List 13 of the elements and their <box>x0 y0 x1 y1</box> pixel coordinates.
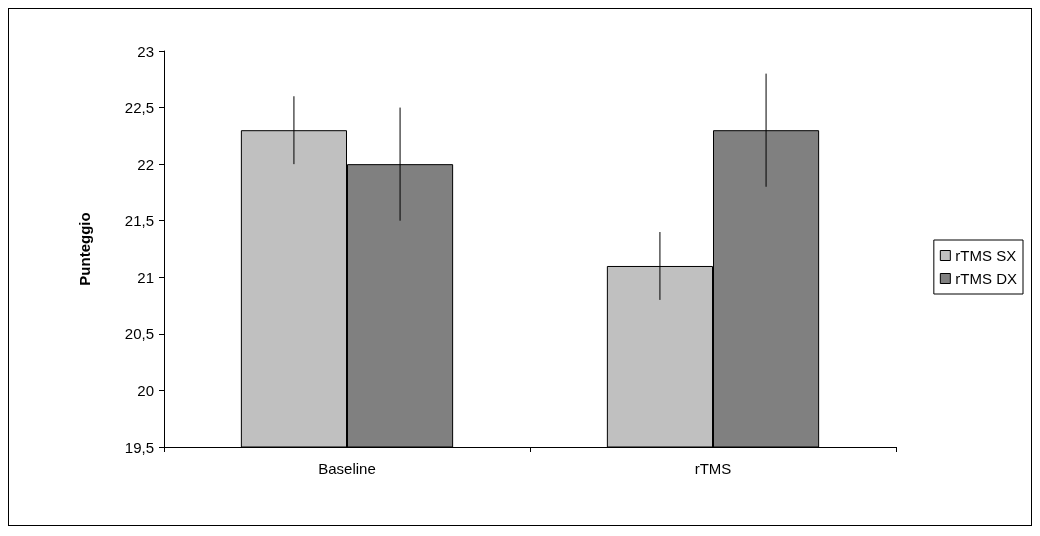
y-tick-label: 21 <box>137 268 154 286</box>
y-tick-label: 23 <box>137 42 154 60</box>
y-tick-label: 20,5 <box>124 325 154 343</box>
x-tick-label: rTMS <box>694 460 732 477</box>
y-tick-label: 22,5 <box>124 99 154 117</box>
legend-label: rTMS DX <box>955 270 1018 287</box>
y-tick-label: 20 <box>137 381 154 399</box>
y-axis-title: Punteggio <box>76 212 93 286</box>
y-tick-label: 19,5 <box>124 438 154 456</box>
y-tick-label: 21,5 <box>124 212 154 230</box>
legend-label: rTMS SX <box>955 247 1017 264</box>
y-tick-label: 22 <box>137 155 154 173</box>
x-tick-label: Baseline <box>318 460 376 477</box>
